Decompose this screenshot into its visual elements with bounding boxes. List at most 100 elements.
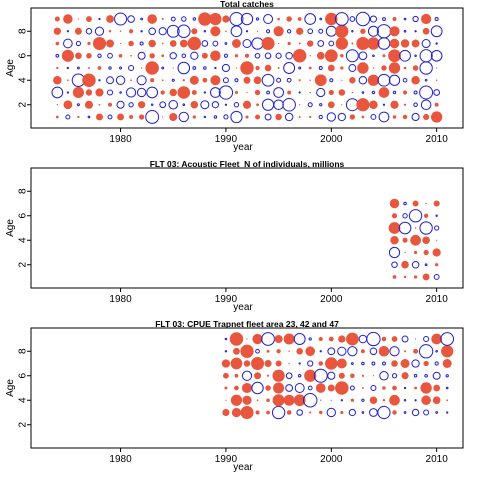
residual-bubble-positive [187, 36, 202, 51]
residual-bubble-negative [296, 409, 303, 416]
residual-bubble-positive [256, 30, 259, 32]
residual-bubble-negative [166, 24, 180, 38]
residual-bubble-positive [402, 237, 408, 243]
x-tick-label: 1980 [109, 294, 132, 305]
residual-bubble-negative [317, 40, 325, 47]
residual-bubble-positive [298, 42, 301, 45]
residual-bubble-positive [308, 66, 312, 70]
residual-bubble-positive [392, 275, 397, 279]
residual-bubble-positive [255, 65, 260, 71]
residual-bubble-positive [361, 374, 365, 377]
x-tick-label: 1990 [215, 134, 238, 145]
residual-bubble-positive [361, 387, 364, 389]
residual-bubble-negative [242, 39, 252, 49]
residual-bubble-negative [399, 49, 411, 62]
residual-bubble-negative [192, 66, 197, 70]
residual-bubble-negative [308, 337, 312, 341]
residual-bubble-positive [422, 273, 430, 281]
residual-bubble-positive [225, 399, 227, 401]
residual-bubble-positive [98, 103, 101, 106]
residual-bubble-positive [244, 53, 250, 58]
residual-bubble-negative [370, 114, 377, 120]
residual-bubble-positive [252, 333, 263, 345]
residual-bubble-negative [319, 103, 323, 107]
residual-bubble-positive [421, 395, 431, 406]
residual-bubble-negative [414, 30, 417, 33]
residual-bubble-negative [229, 12, 244, 27]
residual-bubble-positive [367, 74, 380, 86]
residual-bubble-negative [337, 112, 346, 122]
residual-bubble-positive [335, 381, 349, 395]
residual-bubble-positive [264, 64, 272, 72]
residual-bubble-positive [61, 49, 74, 62]
residual-bubble-positive [56, 66, 59, 70]
residual-bubble-negative [358, 334, 368, 344]
residual-bubble-negative [326, 112, 336, 122]
residual-bubble-positive [241, 382, 253, 394]
residual-bubble-positive [130, 79, 132, 82]
residual-bubble-positive [412, 65, 419, 71]
residual-bubble-positive [55, 115, 59, 119]
residual-bubble-positive [401, 372, 409, 380]
residual-bubble-negative [298, 91, 301, 94]
residual-bubble-positive [305, 346, 316, 357]
residual-bubble-negative [148, 27, 156, 36]
residual-bubble-positive [389, 394, 400, 406]
residual-bubble-negative [139, 41, 144, 46]
chart-title: FLT 03: CPUE Trapnet fleet area 23, 42 a… [155, 319, 339, 329]
residual-bubble-negative [392, 90, 397, 95]
residual-bubble-positive [160, 90, 165, 95]
residual-bubble-positive [297, 17, 302, 21]
residual-bubble-positive [328, 89, 334, 96]
residual-bubble-negative [224, 103, 228, 106]
residual-bubble-negative [223, 114, 229, 120]
residual-bubble-positive [210, 75, 221, 86]
residual-bubble-negative [402, 77, 408, 83]
residual-bubble-negative [403, 17, 407, 21]
residual-bubble-negative [446, 411, 449, 414]
residual-bubble-positive [266, 349, 270, 353]
residual-bubble-positive [265, 385, 271, 391]
residual-bubble-negative [108, 66, 112, 70]
residual-bubble-negative [294, 383, 305, 393]
residual-bubble-positive [435, 79, 438, 81]
residual-bubble-negative [116, 100, 125, 109]
residual-bubble-negative [328, 40, 335, 47]
residual-bubble-negative [434, 361, 439, 366]
residual-bubble-negative [329, 78, 334, 83]
residual-bubble-negative [430, 49, 443, 62]
residual-bubble-positive [255, 410, 260, 415]
residual-bubble-negative [263, 14, 274, 25]
residual-bubble-positive [382, 54, 386, 58]
residual-bubble-positive [266, 410, 270, 415]
residual-bubble-negative [371, 361, 376, 366]
residual-bubble-negative [372, 54, 375, 58]
residual-bubble-negative [171, 78, 175, 82]
residual-bubble-negative [203, 66, 207, 70]
residual-bubble-positive [404, 251, 406, 254]
residual-bubble-negative [128, 64, 135, 72]
residual-bubble-positive [148, 39, 156, 48]
residual-bubble-negative [63, 38, 73, 49]
residual-bubble-negative [414, 399, 417, 402]
residual-bubble-negative [159, 101, 167, 109]
residual-bubble-positive [161, 54, 165, 58]
residual-bubble-positive [389, 198, 400, 209]
residual-bubble-negative [140, 17, 143, 21]
residual-bubble-positive [309, 91, 312, 94]
residual-bubble-negative [200, 100, 210, 110]
residual-bubble-positive [389, 26, 400, 37]
residual-bubble-negative [221, 63, 230, 73]
residual-bubble-negative [327, 347, 336, 356]
residual-bubble-positive [335, 24, 349, 38]
residual-bubble-negative [432, 371, 441, 380]
residual-bubble-negative [369, 347, 378, 356]
residual-bubble-negative [435, 411, 439, 414]
residual-bubble-positive [349, 114, 356, 120]
residual-bubble-negative [403, 201, 407, 206]
y-tick-label: 4 [18, 397, 29, 403]
panel-total-catches: Total catches 1980 1990 2000 2010 2 4 6 8 year Age [5, 0, 464, 153]
residual-bubble-positive [421, 13, 432, 25]
residual-bubble-negative [307, 102, 313, 108]
